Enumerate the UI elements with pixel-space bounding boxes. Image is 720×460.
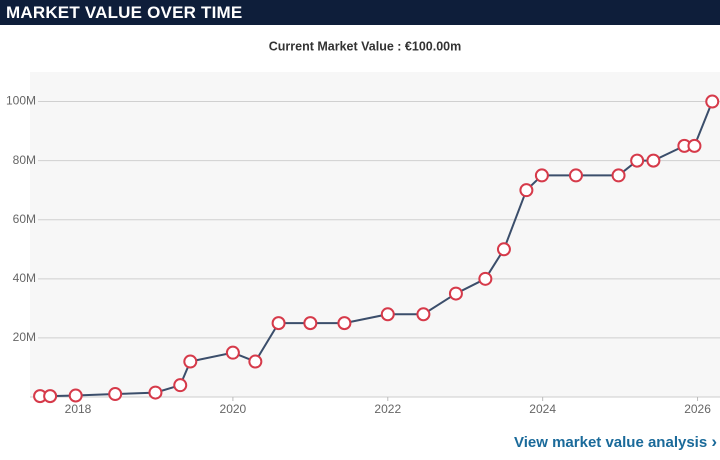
plot-area bbox=[30, 72, 720, 397]
x-tick-label: 2018 bbox=[65, 402, 92, 416]
point-marker bbox=[519, 183, 534, 198]
y-tick-label: 20M bbox=[13, 330, 36, 344]
point-marker bbox=[183, 354, 198, 369]
x-tick-label: 2020 bbox=[220, 402, 247, 416]
point-marker bbox=[68, 388, 83, 403]
point-marker bbox=[705, 94, 720, 109]
point-marker bbox=[478, 271, 493, 286]
header-title: MARKET VALUE OVER TIME bbox=[0, 0, 720, 25]
y-tick-label: 80M bbox=[13, 153, 36, 167]
point-marker bbox=[380, 307, 395, 322]
point-marker bbox=[303, 316, 318, 331]
point-marker bbox=[271, 316, 286, 331]
point-marker bbox=[248, 354, 263, 369]
analysis-link[interactable]: View market value analysis › bbox=[514, 432, 718, 451]
y-tick-label: 40M bbox=[13, 271, 36, 285]
y-tick-label: 100M bbox=[6, 94, 36, 108]
chart-title: Current Market Value : €100.00m bbox=[269, 39, 461, 53]
point-marker bbox=[611, 168, 626, 183]
point-marker bbox=[416, 307, 431, 322]
point-marker bbox=[448, 286, 463, 301]
x-tick-label: 2022 bbox=[374, 402, 401, 416]
point-marker bbox=[630, 153, 645, 168]
point-marker bbox=[534, 168, 549, 183]
point-marker bbox=[337, 316, 352, 331]
link-text[interactable]: View market value analysis bbox=[514, 434, 708, 451]
x-tick-label: 2026 bbox=[684, 402, 711, 416]
point-marker bbox=[43, 389, 58, 404]
point-marker bbox=[646, 153, 661, 168]
x-tick-label: 2024 bbox=[529, 402, 556, 416]
point-marker bbox=[687, 138, 702, 153]
point-marker bbox=[173, 378, 188, 393]
point-marker bbox=[108, 387, 123, 402]
chart: Current Market Value : €100.00m 20M 40M 60… bbox=[6, 39, 720, 416]
point-marker bbox=[225, 345, 240, 360]
y-tick-label: 60M bbox=[13, 212, 36, 226]
point-marker bbox=[568, 168, 583, 183]
point-marker bbox=[148, 385, 163, 400]
point-marker bbox=[496, 242, 511, 257]
